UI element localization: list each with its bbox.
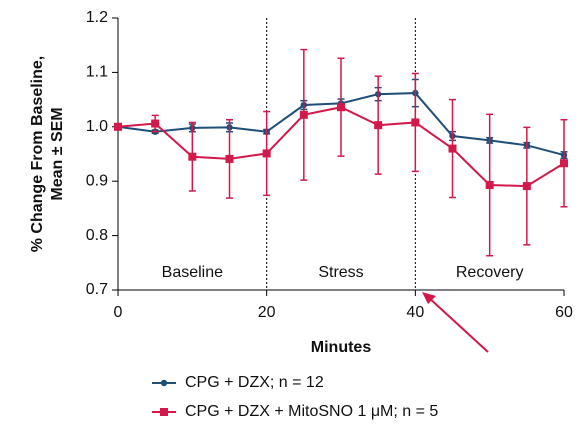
point (114, 122, 122, 131)
point (151, 119, 160, 128)
y-label-line: Mean ± SEM (49, 107, 66, 200)
region-label: Stress (318, 264, 363, 281)
x-tick-label: 40 (406, 304, 424, 321)
y-tick-label: 0.9 (86, 172, 108, 189)
arrow-shaft (427, 296, 489, 353)
x-tick-label: 60 (555, 304, 573, 321)
y-tick-label: 0.8 (86, 227, 108, 244)
arrow-head (422, 292, 436, 304)
x-axis-label: Minutes (311, 339, 372, 356)
y-tick-label: 0.7 (86, 281, 108, 298)
point (299, 110, 308, 119)
region-label: Baseline (162, 264, 223, 281)
arrow (422, 292, 489, 353)
point (262, 149, 271, 158)
legend-label: CPG + DZX; n = 12 (185, 374, 324, 391)
y-tick-label: 1.0 (86, 118, 108, 135)
point (448, 144, 457, 153)
point (374, 121, 383, 130)
y-tick-label: 1.2 (86, 9, 108, 26)
region-label: Recovery (456, 264, 524, 281)
point (522, 182, 531, 191)
y-tick-label: 1.1 (86, 64, 108, 81)
legend-item: CPG + DZX + MitoSNO 1 μM; n = 5 (152, 403, 438, 420)
series (114, 48, 568, 257)
legend-label: CPG + DZX + MitoSNO 1 μM; n = 5 (185, 403, 438, 420)
point (560, 159, 568, 168)
point (188, 152, 197, 161)
point (411, 118, 420, 127)
legend-marker (160, 379, 168, 387)
point (337, 103, 345, 112)
y-label-line: % Change From Baseline, (29, 56, 46, 253)
x-tick-label: 20 (258, 304, 276, 321)
legend-item: CPG + DZX; n = 12 (152, 374, 324, 391)
legend-marker (160, 408, 168, 416)
point (225, 154, 234, 163)
point (485, 181, 494, 190)
y-axis-label: % Change From Baseline, Mean ± SEM (29, 56, 66, 253)
x-tick-label: 0 (114, 304, 123, 321)
